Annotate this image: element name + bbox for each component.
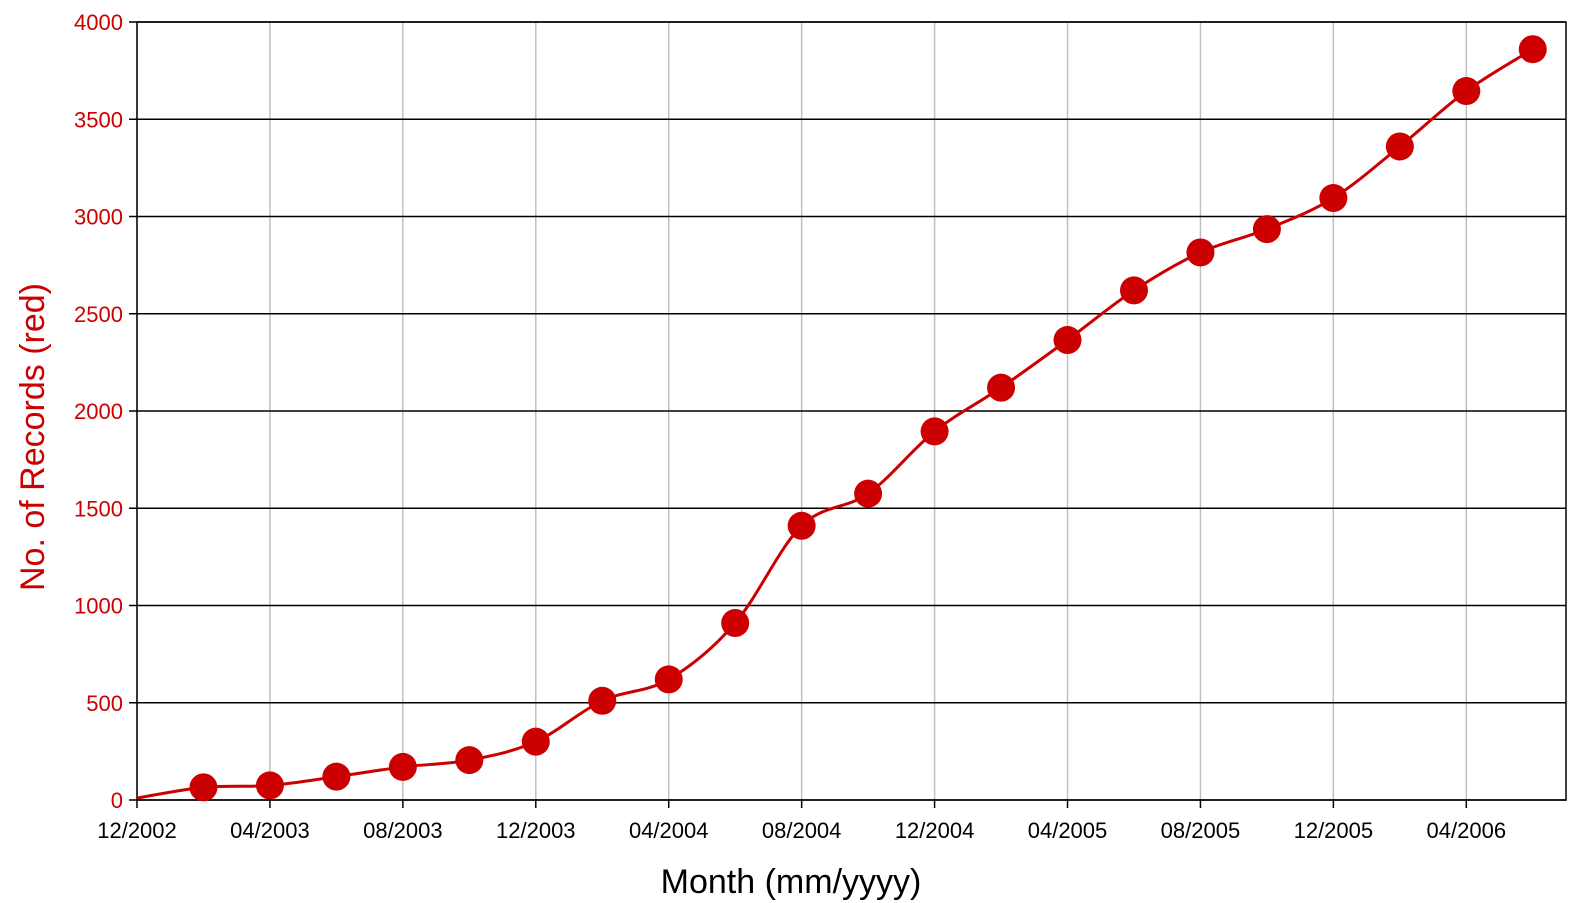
data-point bbox=[787, 511, 816, 540]
y-tick-label: 3000 bbox=[74, 205, 123, 230]
series-layer bbox=[136, 35, 1547, 802]
series-line bbox=[136, 47, 1534, 800]
data-point bbox=[1053, 326, 1082, 355]
y-tick-label: 3500 bbox=[74, 107, 123, 132]
horizontal-gridlines bbox=[137, 21, 1566, 801]
x-tick-label: 04/2003 bbox=[230, 818, 310, 843]
x-tick-label: 12/2005 bbox=[1294, 818, 1374, 843]
data-point bbox=[854, 479, 883, 508]
data-point bbox=[1518, 35, 1547, 64]
x-tick-label: 12/2004 bbox=[895, 818, 975, 843]
data-point bbox=[1452, 77, 1481, 106]
data-point bbox=[1252, 215, 1281, 244]
data-point bbox=[1119, 276, 1148, 305]
data-point bbox=[588, 686, 617, 715]
x-axis-ticks: 12/2002 04/2003 08/2003 12/2003 04/2004 08/20… bbox=[97, 800, 1506, 843]
x-tick-label: 04/2006 bbox=[1427, 818, 1507, 843]
data-point bbox=[388, 752, 417, 781]
y-tick-label: 2500 bbox=[74, 302, 123, 327]
y-tick-label: 2000 bbox=[74, 399, 123, 424]
data-point bbox=[1385, 132, 1414, 161]
x-tick-label: 08/2004 bbox=[762, 818, 842, 843]
y-axis-title: No. of Records (red) bbox=[14, 283, 52, 591]
data-point bbox=[189, 773, 218, 802]
data-point bbox=[1186, 238, 1215, 267]
y-axis-ticks: 0 500 1000 1500 2000 2500 3000 3500 4000 bbox=[74, 10, 137, 813]
data-point bbox=[255, 771, 284, 800]
data-point bbox=[654, 665, 683, 694]
x-tick-label: 12/2002 bbox=[97, 818, 177, 843]
x-tick-label: 04/2004 bbox=[629, 818, 709, 843]
x-tick-label: 08/2003 bbox=[363, 818, 443, 843]
data-point bbox=[322, 762, 351, 791]
data-point bbox=[521, 727, 550, 756]
x-tick-label: 12/2003 bbox=[496, 818, 576, 843]
y-tick-label: 0 bbox=[111, 788, 123, 813]
x-tick-label: 08/2005 bbox=[1161, 818, 1241, 843]
data-point bbox=[920, 417, 949, 446]
x-axis-title: Month (mm/yyyy) bbox=[661, 863, 922, 901]
x-tick-label: 04/2005 bbox=[1028, 818, 1108, 843]
y-tick-label: 500 bbox=[86, 691, 123, 716]
data-point bbox=[455, 746, 484, 775]
data-point bbox=[1319, 184, 1348, 213]
data-point bbox=[721, 609, 750, 638]
y-tick-label: 4000 bbox=[74, 10, 123, 35]
y-tick-label: 1500 bbox=[74, 496, 123, 521]
y-tick-label: 1000 bbox=[74, 594, 123, 619]
data-point bbox=[987, 373, 1016, 402]
